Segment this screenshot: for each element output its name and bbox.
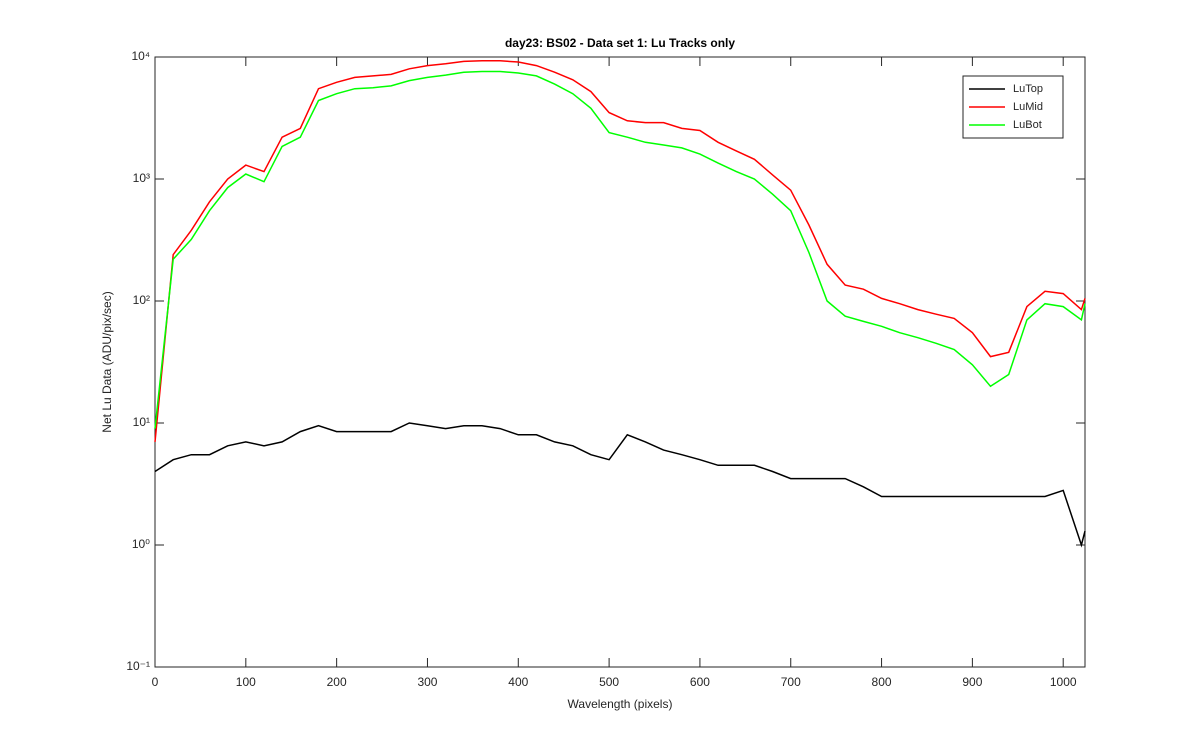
x-tick-label: 0: [152, 675, 159, 689]
x-tick-label: 500: [599, 675, 619, 689]
legend-label: LuBot: [1013, 119, 1042, 131]
x-tick-label: 400: [508, 675, 528, 689]
y-tick-label: 10⁴: [131, 49, 150, 63]
y-tick-label: 10¹: [133, 415, 150, 429]
y-tick-label: 10³: [133, 171, 150, 185]
x-axis-label: Wavelength (pixels): [568, 697, 673, 711]
x-tick-label: 700: [781, 675, 801, 689]
line-series: [154, 422, 1086, 548]
x-tick-label: 900: [962, 675, 982, 689]
x-tick-label: 100: [236, 675, 256, 689]
legend-label: LuTop: [1013, 83, 1043, 95]
chart-title: day23: BS02 - Data set 1: Lu Tracks only: [505, 36, 735, 50]
x-tick-label: 1000: [1050, 675, 1077, 689]
y-tick-label: 10²: [133, 293, 150, 307]
y-tick-label: 10⁰: [132, 537, 150, 551]
line-series: [154, 70, 1086, 429]
plot-area: [154, 56, 1086, 668]
line-series: [154, 60, 1086, 442]
x-tick-label: 300: [417, 675, 437, 689]
x-tick-label: 600: [690, 675, 710, 689]
x-tick-label: 800: [872, 675, 892, 689]
y-axis-label: Net Lu Data (ADU/pix/sec): [100, 291, 114, 432]
x-tick-label: 200: [327, 675, 347, 689]
y-tick-label: 10⁻¹: [126, 659, 150, 673]
legend-label: LuMid: [1013, 101, 1043, 113]
